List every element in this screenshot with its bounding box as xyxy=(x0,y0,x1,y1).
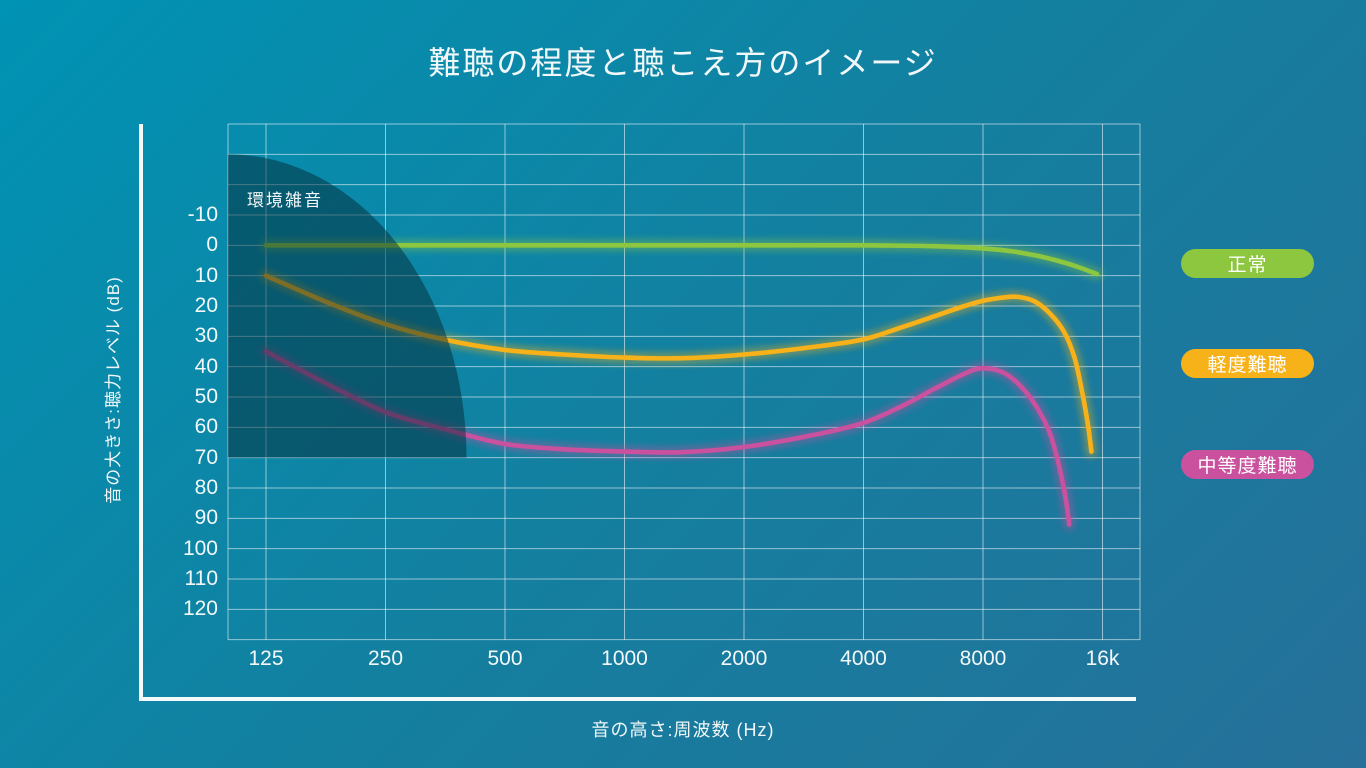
y-axis-title: 音の大きさ:聴力レベル (dB) xyxy=(104,276,123,504)
y-tick-label: 40 xyxy=(194,354,218,378)
y-tick-label: 30 xyxy=(194,324,218,348)
curve-mild-hearing-loss-glow xyxy=(260,269,1098,458)
curve-mild-hearing-loss xyxy=(263,273,1094,454)
legend-badge-normal: 正常 xyxy=(1181,249,1314,278)
x-tick-label: 250 xyxy=(367,647,404,670)
y-tick-label: 20 xyxy=(194,293,218,317)
chart-title: 難聴の程度と聴こえ方のイメージ xyxy=(428,45,938,81)
curve-normal-glow xyxy=(260,239,1103,281)
x-tick-label: 1000 xyxy=(601,647,648,670)
y-tick-label: -10 xyxy=(187,202,218,226)
y-tick-label: 100 xyxy=(182,536,218,560)
y-tick-label: 60 xyxy=(194,415,218,439)
x-tick-label: 125 xyxy=(248,647,284,670)
x-tick-label: 2000 xyxy=(720,647,768,670)
x-tick-label: 8000 xyxy=(959,647,1007,670)
x-tick-label: 16k xyxy=(1085,647,1120,670)
x-tick-label: 500 xyxy=(487,647,523,670)
x-tick-label: 4000 xyxy=(840,647,887,670)
x-axis-title: 音の高さ:周波数 (Hz) xyxy=(591,720,775,740)
y-tick-label: 10 xyxy=(194,263,218,287)
legend-badge-moderate-hearing-loss: 中等度難聴 xyxy=(1181,450,1314,479)
y-tick-label: 110 xyxy=(184,566,218,590)
curve-moderate-hearing-loss-glow xyxy=(260,345,1076,531)
y-tick-label: 90 xyxy=(194,506,218,530)
y-tick-label: 50 xyxy=(194,384,218,408)
curve-normal xyxy=(263,242,1100,277)
hearing-curves xyxy=(260,239,1103,531)
y-tick-label: 70 xyxy=(194,445,218,469)
y-tick-label: 120 xyxy=(182,597,218,621)
y-tick-label: 80 xyxy=(194,475,218,499)
curve-moderate-hearing-loss xyxy=(263,349,1072,527)
y-tick-label: 0 xyxy=(206,233,218,257)
grid-lines xyxy=(227,123,1141,641)
ambient-noise-label: 環境雑音 xyxy=(247,191,323,210)
legend-badge-mild-hearing-loss: 軽度難聴 xyxy=(1181,349,1314,378)
